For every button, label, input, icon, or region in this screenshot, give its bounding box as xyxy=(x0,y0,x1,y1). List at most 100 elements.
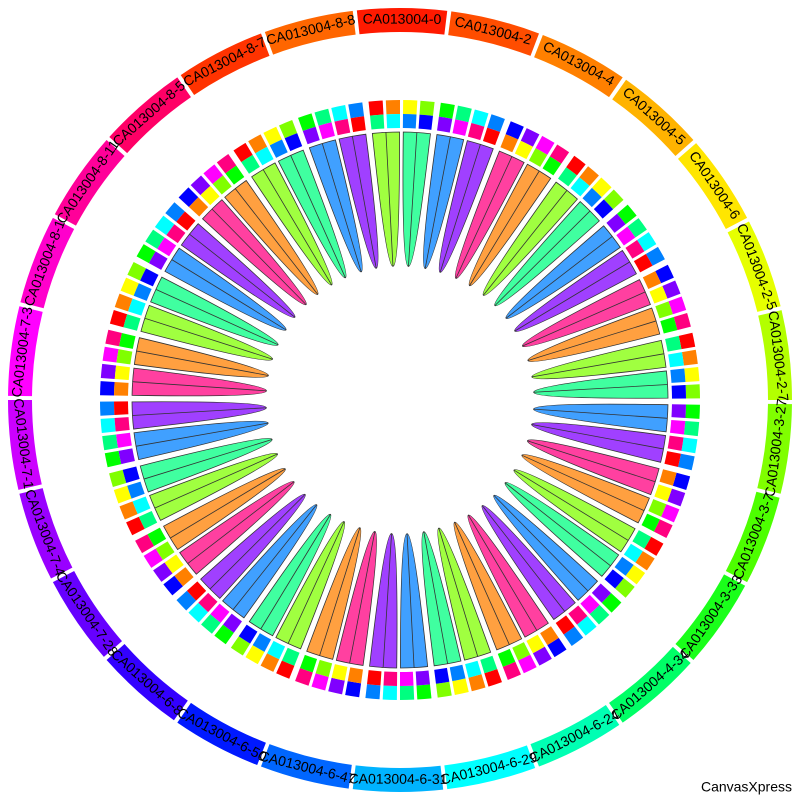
group-band xyxy=(109,77,191,154)
slot-inner xyxy=(210,603,230,623)
slot-inner xyxy=(570,177,590,197)
slot-outer xyxy=(120,277,139,296)
slot-inner xyxy=(528,148,548,167)
slot-outer xyxy=(154,215,175,236)
group-label: CA013004-3-33 xyxy=(676,571,746,661)
slot-outer xyxy=(644,536,664,556)
slot-outer xyxy=(576,616,597,636)
slot-inner xyxy=(200,185,220,206)
slot-inner xyxy=(482,127,501,146)
slot-inner xyxy=(114,365,130,381)
group-label: CA013004-6-8 xyxy=(108,646,187,719)
chord xyxy=(467,514,549,638)
slot-inner xyxy=(315,659,333,677)
slot-outer xyxy=(662,280,681,299)
slot-outer xyxy=(365,684,381,700)
group-band xyxy=(534,34,623,98)
slot-outer xyxy=(615,578,635,598)
slot-inner xyxy=(555,615,575,635)
slot-inner xyxy=(632,530,652,549)
slot-outer xyxy=(136,244,156,264)
slot-outer xyxy=(368,100,384,116)
slot-outer xyxy=(260,653,280,672)
slot-inner xyxy=(671,404,686,419)
slot-inner xyxy=(188,197,209,217)
slot-inner xyxy=(148,251,168,270)
slot-inner xyxy=(434,667,450,684)
chord xyxy=(224,179,319,295)
slot-inner xyxy=(166,224,186,244)
slot-outer xyxy=(518,654,537,674)
slot-inner xyxy=(591,583,612,603)
slot-outer xyxy=(214,624,234,645)
slot-inner xyxy=(164,554,184,574)
slot-outer xyxy=(345,681,362,698)
slot-outer xyxy=(653,519,673,539)
slot-outer xyxy=(233,142,253,163)
slot-inner xyxy=(604,569,624,589)
slot-inner xyxy=(668,352,684,368)
slot-inner xyxy=(369,114,385,130)
slot-inner xyxy=(655,301,673,319)
slot-outer xyxy=(248,134,268,154)
slot-inner xyxy=(225,165,245,185)
chord xyxy=(527,439,660,496)
group-label: CA013004-6-31 xyxy=(349,770,448,787)
slot-inner xyxy=(118,448,135,465)
slot-outer xyxy=(245,645,265,665)
slot-inner xyxy=(255,146,274,166)
chord xyxy=(421,531,462,667)
slot-outer xyxy=(295,667,313,686)
slot-outer xyxy=(402,100,418,115)
slot-inner xyxy=(593,199,614,219)
slot-outer xyxy=(145,229,165,249)
slot-inner xyxy=(223,613,242,633)
group-band xyxy=(758,310,792,400)
slot-outer xyxy=(100,418,116,434)
slot-inner xyxy=(133,283,152,301)
chord xyxy=(371,131,400,267)
group-band xyxy=(675,574,746,660)
slot-outer xyxy=(579,166,599,186)
slot-outer xyxy=(637,232,657,252)
slot-outer xyxy=(672,472,691,491)
chord xyxy=(521,454,650,524)
chord xyxy=(533,403,669,433)
slot-inner xyxy=(174,567,194,587)
slot-outer xyxy=(589,604,610,625)
group-label: CA013004-4-34 xyxy=(607,646,692,723)
slot-inner xyxy=(176,211,196,231)
chord xyxy=(369,533,398,669)
footer: CanvasXpress xyxy=(701,779,792,795)
slot-outer xyxy=(547,637,567,658)
group-band xyxy=(727,221,781,312)
slot-outer xyxy=(601,592,622,613)
slot-outer xyxy=(438,102,455,119)
chord xyxy=(482,181,578,296)
slot-inner xyxy=(649,286,668,304)
slot-outer xyxy=(105,329,122,347)
slot-inner xyxy=(281,647,300,666)
slot-outer xyxy=(416,684,432,700)
slot-inner xyxy=(347,667,363,684)
slot-inner xyxy=(186,581,207,601)
slot-outer xyxy=(385,100,400,115)
slot-inner xyxy=(132,496,151,514)
group-band xyxy=(19,488,73,579)
slot-inner xyxy=(580,594,600,615)
slot-outer xyxy=(188,602,209,623)
chord xyxy=(251,162,333,286)
slot-inner xyxy=(114,401,129,416)
slot-outer xyxy=(419,100,435,116)
slot-inner xyxy=(480,655,498,674)
slot-outer xyxy=(681,349,698,366)
slot-outer xyxy=(153,562,173,582)
slot-outer xyxy=(230,636,251,656)
group-label: CA013004-7-28 xyxy=(53,568,122,659)
slot-outer xyxy=(681,437,698,454)
chord xyxy=(454,150,525,279)
slot-inner xyxy=(500,134,519,153)
slot-outer xyxy=(163,575,183,596)
slot-outer xyxy=(126,516,145,536)
